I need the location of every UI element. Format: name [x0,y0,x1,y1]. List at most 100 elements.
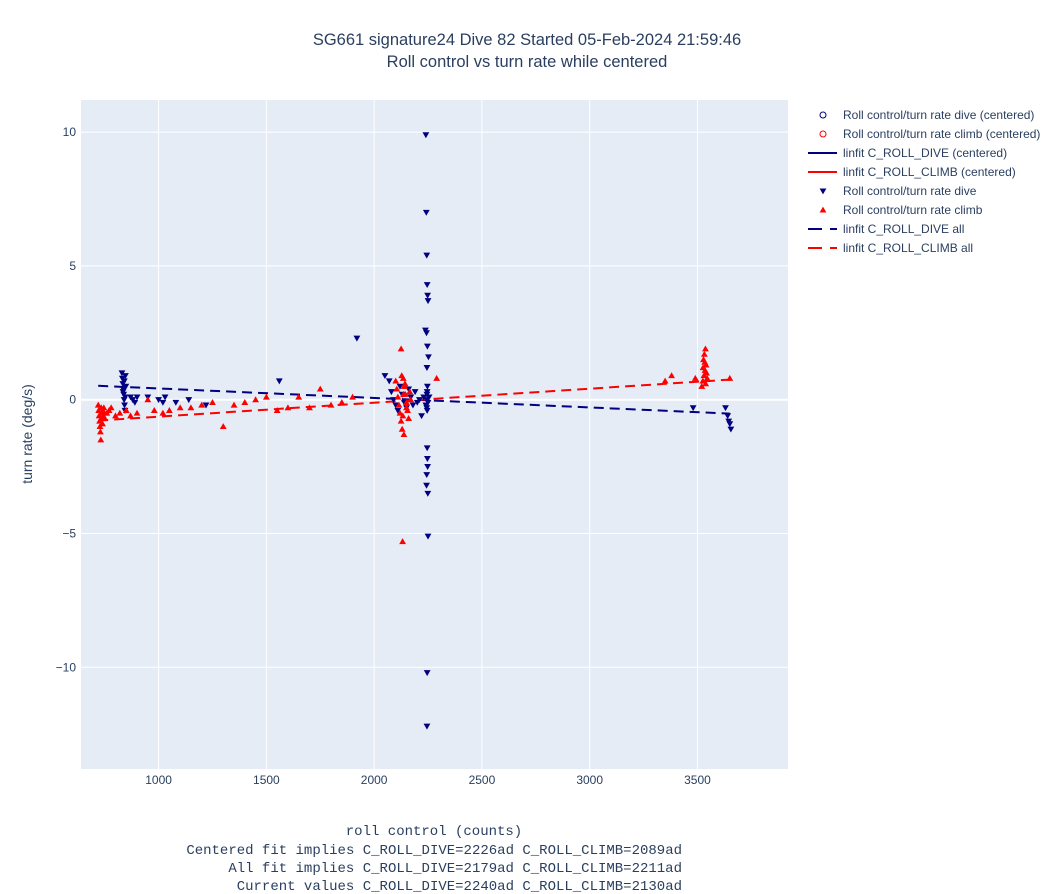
legend-item: Roll control/turn rate climb [819,203,983,217]
data-point [107,404,115,411]
data-point [144,396,152,403]
data-point [405,415,413,421]
data-point [306,404,313,411]
data-point [94,401,102,408]
data-point [724,413,732,420]
data-point [691,374,699,381]
data-point [424,292,432,299]
legend-item: linfit C_ROLL_DIVE (centered) [808,146,1007,160]
data-point [422,132,430,139]
x-axis-title: roll control (counts) [346,824,522,840]
legend-item: linfit C_ROLL_CLIMB all [808,241,973,255]
data-point [275,378,283,385]
data-point [424,464,432,471]
y-tick-label: −10 [56,660,77,674]
data-point [422,209,430,216]
data-point [699,364,707,371]
data-point [424,490,432,497]
data-point [423,407,431,414]
data-point [230,401,238,408]
x-tick-label: 3500 [684,773,711,787]
legend-label: linfit C_ROLL_CLIMB all [843,241,973,255]
legend-label: Roll control/turn rate climb (centered) [843,127,1040,141]
data-point [316,385,324,392]
data-point [122,383,130,390]
data-point [393,385,401,392]
data-point [416,397,423,404]
data-point [127,412,134,419]
chart-title: SG661 signature24 Dive 82 Started 05-Feb… [313,31,741,49]
plot-area [81,100,788,769]
legend-label: linfit C_ROLL_CLIMB (centered) [843,165,1016,179]
data-point [699,377,707,384]
data-point [99,420,106,427]
x-tick-label: 2000 [361,773,388,787]
data-point [273,407,281,413]
data-point [689,405,697,412]
data-point [423,445,431,452]
y-axis: −10 −5 0 5 10 [56,125,77,674]
fit-line [98,384,730,415]
data-point [423,330,430,337]
legend-symbol [819,206,827,213]
data-point [394,393,402,400]
data-point [187,404,195,411]
data-point [400,431,408,438]
data-point [399,538,406,545]
data-point [387,389,395,396]
legend-item: Roll control/turn rate climb (centered) [819,127,1040,141]
y-axis-title: turn rate (deg/s) [19,384,35,484]
data-point [161,394,169,401]
data-point [392,402,400,409]
data-point [295,393,303,400]
data-point [701,358,709,365]
centered-fit-note: Centered fit implies C_ROLL_DIVE=2226ad … [186,843,682,859]
data-point [112,412,119,419]
data-point [403,404,410,411]
data-point [702,345,709,352]
data-point [209,398,216,405]
data-point [159,409,167,416]
data-point [119,389,127,396]
data-point [727,426,735,433]
data-point [252,396,259,403]
data-point [423,472,431,479]
data-point [418,413,425,420]
data-point [698,382,706,389]
legend-symbol [819,130,827,138]
data-point [120,378,128,385]
data-point [703,374,711,381]
data-point [338,398,346,405]
x-tick-label: 2500 [469,773,496,787]
data-point [159,399,167,406]
legend: Roll control/turn rate dive (centered) Ro… [808,108,1040,255]
data-point [202,402,210,409]
data-point [353,335,361,342]
current-values-note: Current values C_ROLL_DIVE=2240ad C_ROLL… [237,879,682,894]
legend-symbol [819,111,827,119]
legend-item: linfit C_ROLL_CLIMB (centered) [808,165,1016,179]
x-axis: 1000 1500 2000 2500 3000 3500 [145,773,711,787]
data-point [349,393,356,400]
data-point [155,397,162,404]
data-point [420,394,428,401]
legend-label: linfit C_ROLL_DIVE all [843,222,964,236]
data-point [121,394,129,401]
data-point [118,370,126,377]
legend-label: Roll control/turn rate dive [843,184,977,198]
data-point [424,533,432,540]
data-point [165,407,173,413]
y-tick-label: 0 [69,393,76,407]
data-point [397,417,405,424]
data-point [116,409,124,416]
fit-line [98,378,730,422]
data-point [423,252,431,259]
data-point [97,436,105,443]
legend-label: Roll control/turn rate climb [843,203,983,217]
data-point [722,405,729,412]
data-point [703,369,710,376]
legend-item: Roll control/turn rate dive (centered) [819,108,1034,122]
data-point [100,404,108,411]
y-tick-label: −5 [62,527,76,541]
